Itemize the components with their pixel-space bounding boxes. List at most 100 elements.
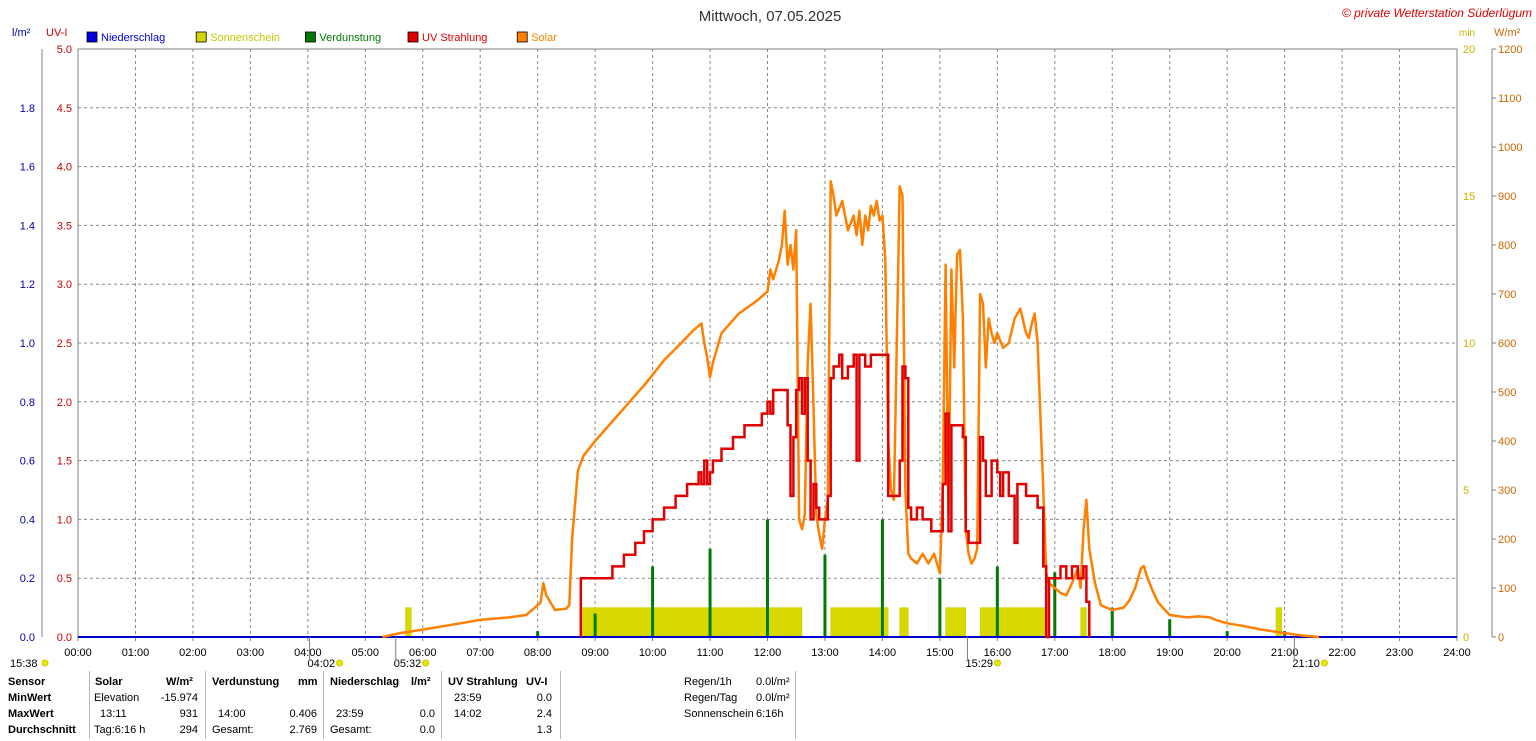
x-tick-label: 00:00 xyxy=(64,647,92,659)
left-outer-tick-label: 1.6 xyxy=(20,162,35,174)
left-inner-tick-label: 4.0 xyxy=(57,162,72,174)
x-tick-label: 02:00 xyxy=(179,647,207,659)
evaporation-bar xyxy=(1168,619,1172,637)
left-outer-tick-label: 0.4 xyxy=(20,514,35,526)
left-inner-tick-label: 0.0 xyxy=(57,632,72,644)
right-outer-tick-label: 300 xyxy=(1498,485,1516,497)
header-solar: Solar xyxy=(95,676,123,688)
x-tick-label: 17:00 xyxy=(1041,647,1069,659)
right-outer-tick-label: 400 xyxy=(1498,436,1516,448)
sunshine-bar xyxy=(580,607,803,638)
header-verdunstung: Verdunstung xyxy=(212,676,280,688)
right-outer-tick-label: 800 xyxy=(1498,240,1516,252)
avg-verd-a: Gesamt: xyxy=(212,724,254,736)
legend-swatch xyxy=(304,31,316,43)
evaporation-bar xyxy=(1110,607,1114,637)
max-nied-b: 0.0 xyxy=(419,708,435,720)
min-solar-a: Elevation xyxy=(94,692,140,704)
x-tick-label: 16:00 xyxy=(984,647,1012,659)
max-uv-a: 14:02 xyxy=(454,708,482,720)
right-outer-tick-label: 600 xyxy=(1498,338,1516,350)
evaporation-bar xyxy=(823,554,827,637)
table-divider xyxy=(795,671,796,739)
table-divider xyxy=(441,671,442,739)
max-uv-b: 2.4 xyxy=(536,708,552,720)
legend-label: Verdunstung xyxy=(319,32,381,44)
left-outer-tick-label: 1.0 xyxy=(20,338,35,350)
table-divider xyxy=(323,671,324,739)
legend-swatch xyxy=(516,31,528,43)
x-tick-label: 23:00 xyxy=(1386,647,1414,659)
sun-marker-icon xyxy=(422,659,430,667)
evaporation-bar xyxy=(593,613,597,637)
left-inner-tick-label: 2.5 xyxy=(57,338,72,350)
x-tick-label: 12:00 xyxy=(754,647,782,659)
sunshine-bar xyxy=(830,607,889,638)
row-label-min: MinWert xyxy=(8,692,52,704)
evaporation-bar xyxy=(995,566,999,637)
sun-marker-icon xyxy=(336,659,344,667)
uv-line xyxy=(579,353,1091,639)
legend-swatch xyxy=(86,31,98,43)
evaporation-bar xyxy=(708,548,712,637)
x-tick-label: 10:00 xyxy=(639,647,667,659)
row-label-avg: Durchschnitt xyxy=(8,724,76,736)
max-solar-a: 13:11 xyxy=(100,708,127,720)
sun-marker-label: 15:38 xyxy=(10,658,38,670)
left-inner-tick-label: 3.5 xyxy=(57,220,72,232)
sunshine-bar xyxy=(979,607,1047,638)
min-uv-b: 0.0 xyxy=(536,692,552,704)
left-inner-tick-label: 1.0 xyxy=(57,514,72,526)
x-tick-label: 09:00 xyxy=(581,647,609,659)
right-outer-tick-label: 100 xyxy=(1498,583,1516,595)
evaporation-bar xyxy=(651,566,655,637)
row-label-max: MaxWert xyxy=(8,708,54,720)
x-tick-label: 07:00 xyxy=(466,647,494,659)
legend-label: Solar xyxy=(531,32,557,44)
left-inner-tick-label: 0.5 xyxy=(57,573,72,585)
left-inner-tick-label: 1.5 xyxy=(57,456,72,468)
sun-marker-icon xyxy=(993,659,1001,667)
left-inner-axis-unit: UV-I xyxy=(46,27,67,39)
table-divider xyxy=(560,671,561,739)
right-inner-tick-label: 10 xyxy=(1463,338,1475,350)
x-tick-label: 19:00 xyxy=(1156,647,1184,659)
table-divider xyxy=(205,671,206,739)
x-tick-label: 18:00 xyxy=(1098,647,1126,659)
legend-label: Sonnenschein xyxy=(210,32,280,44)
header-solar-unit: W/m² xyxy=(166,676,193,688)
left-outer-tick-label: 1.4 xyxy=(20,220,35,232)
right-outer-axis-unit: W/m² xyxy=(1494,27,1521,39)
chart-title: Mittwoch, 07.05.2025 xyxy=(699,8,842,25)
left-outer-tick-label: 1.8 xyxy=(20,103,35,115)
min-solar-b: -15.974 xyxy=(160,692,198,704)
evaporation-bar xyxy=(536,631,540,637)
right-outer-tick-label: 0 xyxy=(1498,632,1504,644)
sun-marker-label: 21:10 xyxy=(1292,658,1320,670)
legend-label: UV Strahlung xyxy=(422,32,487,44)
x-tick-label: 03:00 xyxy=(237,647,265,659)
sunshine-bar xyxy=(945,607,966,638)
right-inner-axis-unit: min xyxy=(1459,28,1475,39)
x-tick-label: 08:00 xyxy=(524,647,552,659)
chart-canvas: Mittwoch, 07.05.2025 © private Wetterstat… xyxy=(10,6,1532,670)
sunshine-bar xyxy=(1080,607,1087,638)
left-inner-tick-label: 3.0 xyxy=(57,279,72,291)
header-niederschlag: Niederschlag xyxy=(330,676,400,688)
header-verdunstung-unit: mm xyxy=(298,676,318,688)
x-tick-label: 14:00 xyxy=(869,647,897,659)
max-verd-a: 14:00 xyxy=(218,708,246,720)
x-tick-label: 06:00 xyxy=(409,647,437,659)
max-verd-b: 0.406 xyxy=(289,708,317,720)
sun-marker-icon xyxy=(41,659,49,667)
sun-marker-icon xyxy=(1320,659,1328,667)
right-outer-tick-label: 1200 xyxy=(1498,44,1522,56)
x-tick-label: 11:00 xyxy=(697,647,724,659)
x-tick-label: 04:00 xyxy=(294,647,322,659)
right-outer-tick-label: 1100 xyxy=(1498,93,1522,105)
right-inner-tick-label: 0 xyxy=(1463,632,1469,644)
sunshine-bar xyxy=(899,607,909,638)
min-uv-a: 23:59 xyxy=(454,692,482,704)
regen-tag-label: Regen/Tag xyxy=(684,692,738,704)
header-niederschlag-unit: l/m² xyxy=(411,676,431,688)
